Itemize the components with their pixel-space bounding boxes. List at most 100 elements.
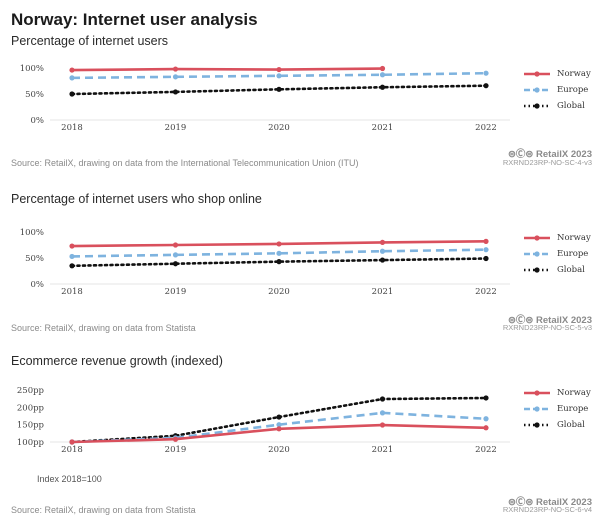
legend-swatch — [524, 267, 550, 273]
legend-label: Europe — [557, 249, 589, 259]
chart-title: Ecommerce revenue growth (indexed) — [11, 354, 223, 368]
data-point-europe — [483, 247, 489, 253]
data-point-norway — [69, 439, 75, 445]
legend-label: Global — [557, 101, 585, 111]
y-tick-label: 50% — [25, 254, 44, 264]
legend-swatch — [524, 103, 550, 109]
y-tick-label: 0% — [31, 116, 45, 126]
data-point-global — [69, 263, 75, 269]
x-tick-label: 2021 — [372, 445, 394, 455]
data-point-europe — [483, 70, 489, 76]
retailx-logo: ⊜Ⓒ⊜ RetailX 2023 — [507, 315, 592, 326]
data-point-europe — [379, 248, 386, 254]
y-tick-label: 100pp — [17, 438, 45, 448]
series-line-europe — [71, 248, 487, 258]
legend-swatch — [524, 422, 550, 428]
chart-title: Percentage of internet users who shop on… — [11, 192, 262, 206]
data-point-global — [483, 255, 489, 262]
data-point-europe — [276, 73, 282, 79]
data-point-europe — [276, 250, 282, 256]
chart-code: RXRND23RP-NO-SC-6-v4 — [502, 505, 592, 514]
data-point-norway — [483, 238, 489, 244]
data-point-europe — [69, 253, 75, 260]
data-point-norway — [69, 67, 75, 73]
data-point-norway — [483, 425, 489, 431]
x-tick-label: 2022 — [475, 287, 497, 297]
data-point-global — [172, 89, 179, 95]
series-line-europe — [71, 71, 487, 80]
x-tick-label: 2021 — [372, 287, 394, 297]
x-tick-label: 2019 — [165, 445, 187, 455]
data-point-global — [276, 414, 282, 420]
y-tick-label: 200pp — [17, 403, 45, 413]
legend-label: Global — [557, 420, 585, 430]
data-point-europe — [172, 252, 179, 258]
data-point-global — [483, 83, 489, 89]
legend-swatch — [524, 71, 550, 77]
page-title: Norway: Internet user analysis — [11, 10, 258, 29]
data-point-norway — [172, 436, 179, 442]
data-point-norway — [172, 66, 179, 72]
line-chart-revenue-growth: 100pp 150pp 200pp 250pp 2018 2019 2020 2021 2022 — [17, 386, 510, 455]
x-tick-label: 2020 — [268, 287, 290, 297]
data-point-europe — [276, 422, 282, 428]
x-tick-label: 2018 — [61, 123, 83, 133]
legend-swatch — [524, 406, 550, 412]
data-point-europe — [483, 416, 489, 422]
chart-code: RXRND23RP-NO-SC-5-v3 — [502, 323, 592, 332]
data-point-norway — [379, 422, 386, 428]
data-point-europe — [379, 410, 386, 416]
data-point-norway — [276, 66, 282, 73]
chart-source: Source: RetailX, drawing on data from th… — [11, 158, 359, 168]
data-point-global — [379, 84, 386, 90]
legend-label: Norway — [557, 69, 591, 79]
data-point-global — [379, 396, 386, 402]
series-line-global — [70, 84, 488, 96]
y-tick-label: 50% — [25, 90, 44, 100]
x-tick-label: 2018 — [61, 445, 83, 455]
data-point-europe — [69, 75, 75, 81]
legend-swatch — [524, 390, 550, 396]
legend-label: Norway — [557, 233, 591, 243]
x-tick-label: 2019 — [165, 123, 187, 133]
series-line-norway — [71, 67, 383, 72]
legend-label: Global — [557, 265, 585, 275]
data-point-global — [276, 259, 282, 265]
data-point-global — [69, 91, 75, 97]
data-point-global — [276, 86, 282, 92]
y-tick-label: 100% — [20, 228, 44, 238]
legend-swatch — [524, 87, 550, 93]
retailx-logo: ⊜Ⓒ⊜ RetailX 2023 — [507, 149, 592, 160]
legend-label: Europe — [557, 85, 589, 95]
x-tick-label: 2019 — [165, 287, 187, 297]
x-tick-label: 2021 — [372, 123, 394, 133]
data-point-norway — [379, 239, 386, 245]
x-tick-label: 2018 — [61, 287, 83, 297]
data-point-global — [172, 261, 179, 267]
x-tick-label: 2022 — [475, 123, 497, 133]
y-tick-label: 100% — [20, 64, 44, 74]
legend-label: Norway — [557, 388, 591, 398]
data-point-norway — [276, 241, 282, 247]
chart-source: Source: RetailX, drawing on data from St… — [11, 505, 196, 515]
y-tick-label: 250pp — [17, 386, 45, 396]
y-tick-label: 0% — [31, 280, 45, 290]
legend-swatch — [524, 251, 550, 257]
legend-label: Europe — [557, 404, 589, 414]
data-point-norway — [276, 426, 282, 432]
data-point-norway — [172, 242, 179, 248]
data-point-global — [483, 395, 489, 401]
data-point-europe — [379, 72, 386, 78]
line-chart-internet-users: 0% 50% 100% 2018 2019 2020 2021 2022 — [20, 64, 510, 133]
retailx-logo: ⊜Ⓒ⊜ RetailX 2023 — [507, 497, 592, 508]
series-line-global — [70, 396, 488, 444]
line-chart-online-shoppers: 0% 50% 100% 2018 2019 2020 2021 2022 — [20, 228, 510, 297]
x-tick-label: 2020 — [268, 445, 290, 455]
data-point-norway — [379, 65, 386, 72]
y-tick-label: 150pp — [17, 421, 45, 431]
chart-title: Percentage of internet users — [11, 34, 169, 48]
legend-swatch — [524, 235, 550, 241]
chart-note: Index 2018=100 — [37, 474, 102, 484]
data-point-europe — [172, 74, 179, 80]
series-line-global — [70, 257, 488, 268]
